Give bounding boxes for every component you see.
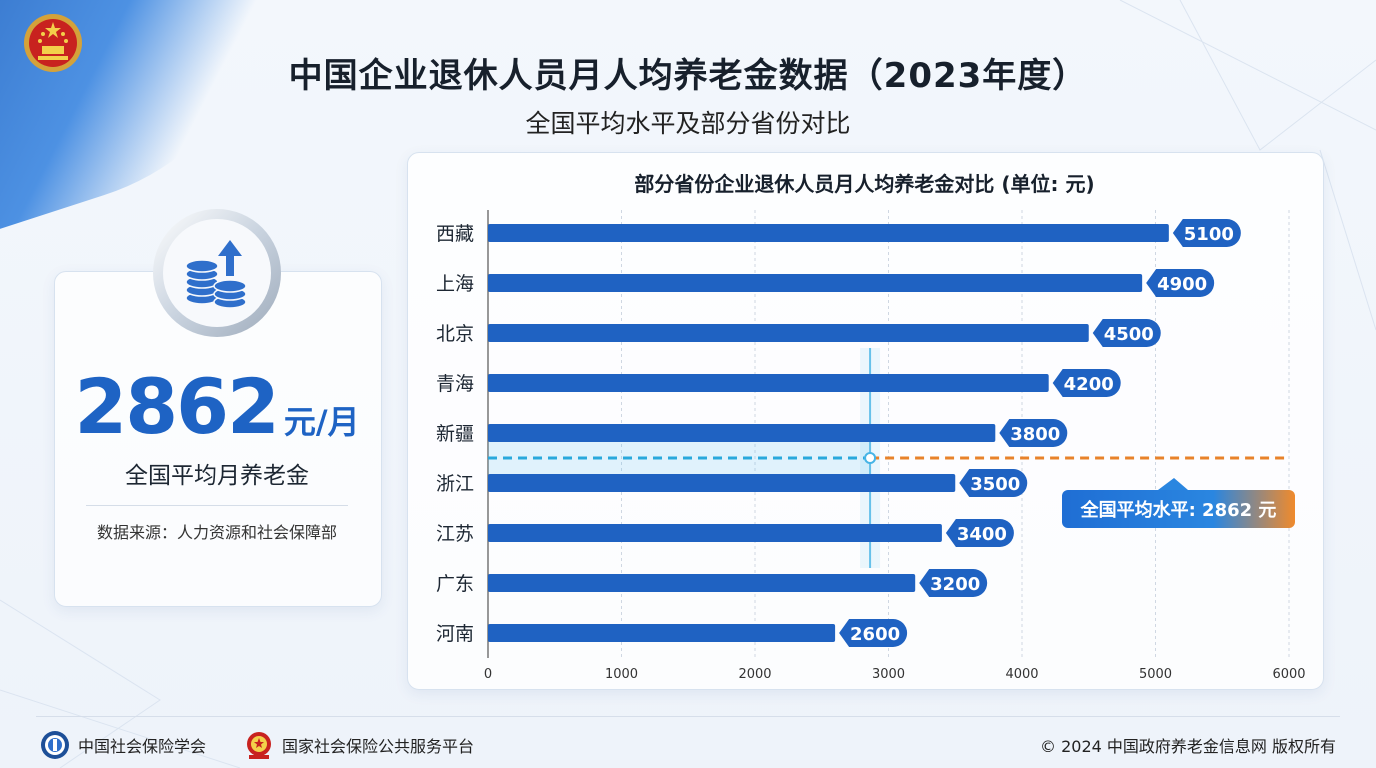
bar [488,574,916,592]
category-label: 新疆 [436,423,474,445]
bar [488,424,996,442]
platform-emblem-icon [247,732,271,759]
footer-org1-label: 中国社会保险学会 [78,737,207,756]
category-label: 广东 [436,573,474,595]
footer-org-platform: 国家社会保险公共服务平台 [244,730,474,760]
bar [488,524,942,542]
data-label: 3800 [1010,424,1060,445]
stat-label: 全国平均月养老金 [125,463,309,489]
footer-org2-label: 国家社会保险公共服务平台 [282,737,475,756]
reference-callout [1062,490,1295,528]
reference-glow [488,440,871,476]
card-divider [86,505,348,506]
chart-title: 部分省份企业退休人员月人均养老金对比 (单位: 元) [634,172,1095,196]
category-label: 西藏 [436,223,474,245]
data-label: 4900 [1157,274,1207,295]
data-label: 2600 [850,624,900,645]
bar [488,324,1089,342]
value-badge [1092,319,1161,347]
national-emblem-icon [24,14,82,72]
data-source: 数据来源：人力资源和社会保障部 [96,523,337,542]
arrow-up-icon [218,240,242,276]
category-label: 北京 [436,323,474,345]
x-tick-label: 6000 [1272,667,1305,682]
category-label: 青海 [436,373,474,395]
data-label: 4200 [1064,374,1114,395]
category-label: 江苏 [436,523,474,545]
footer-org-society: 中国社会保险学会 [40,730,206,760]
x-tick-label: 1000 [605,667,638,682]
data-label: 3400 [957,524,1007,545]
stat-unit: 元/月 [283,403,360,441]
bar [488,274,1143,292]
value-badge [839,619,908,647]
category-label: 浙江 [436,473,474,495]
category-label: 河南 [436,623,474,645]
society-logo-icon [41,731,69,759]
bar [488,624,836,642]
data-label: 3500 [970,474,1020,495]
page-subtitle: 全国平均水平及部分省份对比 [525,109,851,138]
data-label: 4500 [1104,324,1154,345]
x-tick-label: 4000 [1005,667,1038,682]
data-label: 3200 [930,574,980,595]
bar [488,224,1169,242]
coin-stack-icon [153,209,281,337]
value-badge [1052,369,1121,397]
value-badge [1172,219,1241,247]
x-tick-label: 3000 [872,667,905,682]
national-average-value: 2862 元/月 [54,362,380,451]
footer-divider [36,716,1340,717]
value-badge [1146,269,1215,297]
category-label: 上海 [436,273,474,295]
value-badge [959,469,1028,497]
value-badge [945,519,1014,547]
x-tick-label: 2000 [738,667,771,682]
copyright: © 2024 中国政府养老金信息网 版权所有 [1040,737,1336,756]
bar [488,374,1049,392]
page-title: 中国企业退休人员月人均养老金数据（2023年度） [288,56,1088,96]
x-tick-label: 5000 [1139,667,1172,682]
x-tick-label: 0 [484,667,492,682]
reference-marker [864,452,877,464]
stat-number: 2862 [74,362,280,451]
callout-pointer [1158,478,1188,490]
bar [488,474,956,492]
data-label: 5100 [1184,224,1234,245]
value-badge [999,419,1068,447]
reference-label: 全国平均水平: 2862 元 [1080,499,1277,521]
value-badge [919,569,988,597]
